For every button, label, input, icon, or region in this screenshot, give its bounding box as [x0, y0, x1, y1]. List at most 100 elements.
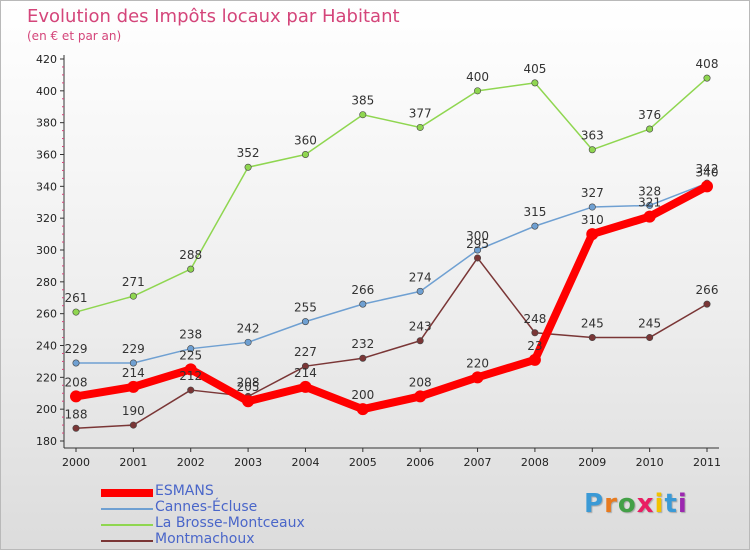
data-label-montmachoux: 232 — [351, 337, 374, 351]
data-label-esmans: 214 — [122, 366, 145, 380]
data-label-montmachoux: 245 — [638, 317, 661, 331]
legend-swatch-la-brosse-montceaux — [101, 524, 153, 526]
data-label-la-brosse-montceaux: 408 — [696, 57, 719, 71]
y-tick-label: 280 — [36, 276, 57, 289]
y-tick-label: 400 — [36, 85, 57, 98]
data-point-montmachoux — [646, 334, 654, 342]
data-point-cannes-cluse — [531, 222, 539, 230]
data-point-la-brosse-montceaux — [72, 308, 80, 316]
data-label-cannes-cluse: 274 — [409, 270, 432, 284]
data-point-la-brosse-montceaux — [531, 79, 539, 87]
data-point-cannes-cluse — [588, 203, 596, 211]
legend-item-la-brosse-montceaux: La Brosse-Montceaux — [101, 515, 341, 533]
x-tick-label: 2000 — [62, 456, 90, 469]
legend-item-montmachoux: Montmachoux — [101, 531, 341, 549]
y-tick-label: 420 — [36, 53, 57, 66]
y-tick-label: 200 — [36, 403, 57, 416]
data-label-la-brosse-montceaux: 385 — [351, 94, 374, 108]
data-point-esmans — [528, 353, 541, 366]
x-tick-label: 2007 — [464, 456, 492, 469]
proxiti-logo: Proxiti — [584, 489, 688, 519]
data-point-esmans — [356, 403, 369, 416]
data-point-la-brosse-montceaux — [646, 125, 654, 133]
x-tick-label: 2004 — [291, 456, 319, 469]
legend-swatch-montmachoux — [101, 540, 153, 542]
data-label-montmachoux: 188 — [65, 407, 88, 421]
data-point-cannes-cluse — [646, 201, 654, 209]
data-point-montmachoux — [416, 337, 424, 345]
data-label-cannes-cluse: 315 — [523, 205, 546, 219]
legend-item-cannes-cluse: Cannes-Écluse — [101, 499, 341, 517]
data-label-esmans: 321 — [638, 196, 661, 210]
data-label-cannes-cluse: 229 — [65, 342, 88, 356]
y-tick-label: 240 — [36, 340, 57, 353]
logo-letter: r — [604, 489, 618, 519]
data-point-la-brosse-montceaux — [416, 123, 424, 131]
data-point-montmachoux — [703, 300, 711, 308]
x-tick-label: 2005 — [349, 456, 377, 469]
data-point-la-brosse-montceaux — [187, 265, 195, 273]
y-tick-label: 320 — [36, 212, 57, 225]
data-label-cannes-cluse: 327 — [581, 186, 604, 200]
data-point-la-brosse-montceaux — [359, 111, 367, 119]
data-point-esmans — [586, 228, 599, 241]
data-label-esmans: 205 — [237, 380, 260, 394]
logo-letter: i — [654, 489, 665, 519]
data-label-la-brosse-montceaux: 261 — [65, 291, 88, 305]
data-point-montmachoux — [531, 329, 539, 337]
data-label-cannes-cluse: 328 — [638, 184, 661, 198]
x-tick-label: 2002 — [177, 456, 205, 469]
data-point-cannes-cluse — [72, 359, 80, 367]
data-label-montmachoux: 208 — [237, 375, 260, 389]
data-label-cannes-cluse: 229 — [122, 342, 145, 356]
data-label-cannes-cluse: 300 — [466, 229, 489, 243]
data-point-cannes-cluse — [474, 246, 482, 254]
data-point-la-brosse-montceaux — [301, 151, 309, 159]
data-point-esmans — [414, 390, 427, 403]
y-tick-label: 380 — [36, 117, 57, 130]
data-point-la-brosse-montceaux — [588, 146, 596, 154]
data-label-montmachoux: 190 — [122, 404, 145, 418]
data-point-esmans — [299, 380, 312, 393]
x-tick-label: 2006 — [406, 456, 434, 469]
data-label-montmachoux: 227 — [294, 345, 317, 359]
x-tick-label: 2001 — [119, 456, 147, 469]
legend-label-esmans: ESMANS — [155, 483, 214, 499]
data-point-esmans — [127, 380, 140, 393]
data-point-montmachoux — [359, 354, 367, 362]
data-label-esmans: 200 — [351, 388, 374, 402]
data-point-cannes-cluse — [244, 338, 252, 346]
data-label-la-brosse-montceaux: 376 — [638, 108, 661, 122]
logo-letter: x — [636, 489, 655, 519]
data-label-cannes-cluse: 242 — [237, 321, 260, 335]
data-point-esmans — [70, 390, 82, 403]
data-label-esmans: 340 — [696, 165, 719, 179]
series-line-montmachoux — [75, 257, 708, 430]
logo-letter: i — [677, 489, 688, 519]
data-label-la-brosse-montceaux: 363 — [581, 129, 604, 143]
legend-label-la-brosse-montceaux: La Brosse-Montceaux — [155, 515, 305, 531]
y-tick-label: 220 — [36, 371, 57, 384]
legend-swatch-cannes-cluse — [101, 508, 153, 510]
y-tick-label: 260 — [36, 308, 57, 321]
x-tick-label: 2011 — [693, 456, 721, 469]
data-point-montmachoux — [301, 362, 309, 370]
data-point-la-brosse-montceaux — [703, 74, 711, 82]
data-label-cannes-cluse: 342 — [696, 162, 719, 176]
logo-letter: o — [617, 489, 637, 519]
data-point-la-brosse-montceaux — [129, 292, 137, 300]
y-tick-label: 360 — [36, 149, 57, 162]
data-label-la-brosse-montceaux: 271 — [122, 275, 145, 289]
series-line-cannes-cluse — [75, 182, 708, 364]
data-point-montmachoux — [72, 424, 80, 432]
data-label-esmans: 220 — [466, 356, 489, 370]
data-point-montmachoux — [187, 386, 195, 394]
data-point-la-brosse-montceaux — [474, 87, 482, 95]
data-point-montmachoux — [129, 421, 137, 429]
series-line-la-brosse-montceaux — [75, 77, 708, 313]
y-tick-label: 180 — [36, 435, 57, 448]
data-point-esmans — [471, 371, 484, 384]
data-label-montmachoux: 212 — [179, 369, 202, 383]
